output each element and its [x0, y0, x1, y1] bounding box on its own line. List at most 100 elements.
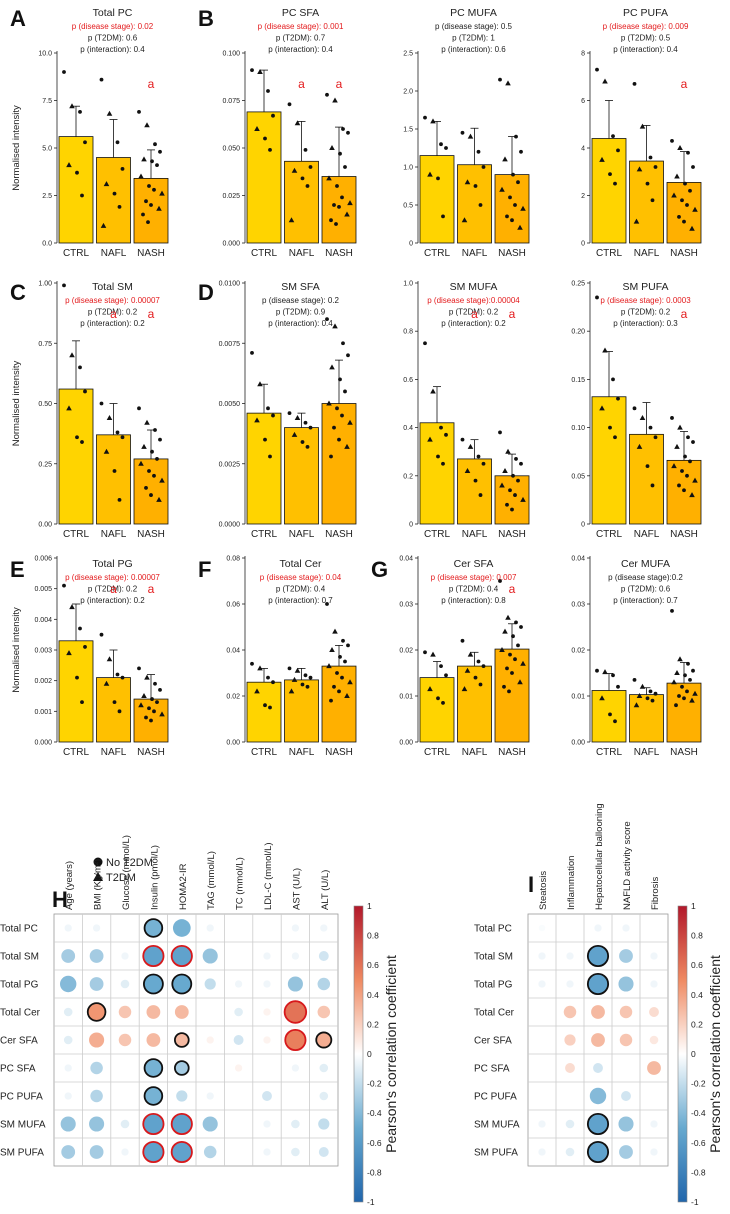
y-tick-label: 0.000 [34, 740, 52, 747]
data-point [648, 689, 653, 694]
colorbar-tick-label: 0.8 [691, 931, 703, 941]
data-point [287, 411, 292, 416]
data-point [514, 620, 518, 625]
chart-title: Cer SFA [454, 558, 494, 570]
data-point [516, 478, 520, 483]
colorbar-tick-label: 0.2 [691, 1019, 703, 1029]
data-point-t2dm [106, 656, 113, 662]
data-point [513, 493, 517, 497]
data-point [268, 705, 272, 710]
correlation-cell [90, 1061, 103, 1075]
data-point [346, 130, 350, 135]
p-value-label: p (interaction): 0.2 [80, 319, 145, 328]
correlation-cell [204, 978, 216, 990]
data-point [80, 193, 84, 198]
data-point [478, 493, 483, 497]
data-point-t2dm [464, 467, 471, 473]
data-point [158, 437, 162, 442]
y-tick-label: 1.00 [38, 281, 52, 288]
data-point [149, 203, 153, 207]
data-point [115, 672, 120, 677]
data-point-t2dm [671, 463, 677, 469]
row-label: Total PG [474, 980, 513, 991]
colorbar-tick-label: 0.6 [367, 960, 379, 970]
t2dm-legend: No T2DM T2DM [93, 857, 153, 884]
correlation-cell [287, 976, 303, 992]
correlation-cell [591, 1033, 605, 1047]
data-point-t2dm [677, 145, 683, 150]
y-axis-label: Normalised intensity [11, 360, 22, 446]
x-tick-label: NAFL [462, 529, 488, 540]
correlation-cell [647, 1061, 661, 1075]
data-point [62, 283, 66, 288]
bar-ctrl [419, 677, 455, 743]
data-point [271, 680, 275, 685]
data-point-t2dm [66, 405, 72, 411]
y-tick-label: 0.06 [226, 602, 240, 609]
data-point [507, 689, 511, 694]
bar-ctrl [246, 111, 282, 244]
bar-nash [666, 682, 702, 743]
correlation-cell [651, 1093, 657, 1099]
y-tick-label: 4 [581, 146, 585, 153]
y-tick-label: 0.001 [34, 709, 52, 716]
p-value-label: p (interaction): 0.4 [80, 45, 145, 54]
y-tick-label: 0.0 [42, 241, 52, 248]
chart-title: SM PUFA [622, 281, 668, 293]
p-value-label: p (interaction): 0.2 [80, 596, 145, 605]
chart-e: E Total PG p (disease stage): 0.00007 p (T2… [10, 556, 169, 758]
correlation-cell [64, 924, 72, 932]
data-point [300, 176, 305, 181]
data-point [608, 172, 612, 177]
correlation-cell [142, 973, 164, 995]
x-tick-label: CTRL [63, 248, 90, 259]
p-value-label: p (disease stage): 0.04 [260, 573, 342, 582]
x-tick-label: NASH [670, 529, 698, 540]
x-tick-label: CTRL [596, 529, 623, 540]
y-tick-label: 0.25 [571, 281, 585, 288]
data-point [137, 110, 141, 114]
data-point [682, 696, 686, 701]
data-point [616, 396, 620, 401]
row-label: Total PC [0, 924, 38, 935]
x-tick-label: NASH [670, 747, 698, 758]
data-point [611, 673, 615, 678]
correlation-cell [586, 1112, 610, 1136]
significance-mark: a [509, 582, 516, 596]
correlation-cell [235, 953, 242, 959]
p-value-label: p (T2DM): 0.2 [88, 308, 138, 317]
data-point [332, 425, 336, 430]
correlation-cell [315, 1031, 333, 1049]
data-point [341, 638, 345, 643]
data-point [120, 435, 125, 440]
data-point [343, 389, 347, 394]
column-label: Glucose (mmol/L) [121, 835, 132, 910]
data-point-t2dm [639, 414, 646, 420]
data-point [691, 440, 695, 444]
panel-letter: F [198, 557, 211, 582]
correlation-cell [538, 1120, 546, 1128]
correlation-cell [318, 951, 329, 961]
correlation-cell [171, 973, 193, 995]
data-point-t2dm [520, 496, 526, 502]
correlation-cell [61, 949, 76, 963]
colorbar-tick-label: -0.6 [367, 1138, 382, 1148]
y-tick-label: 0.02 [399, 648, 413, 655]
bar-ctrl [246, 681, 282, 743]
row-label: Total Cer [0, 1008, 41, 1019]
data-point-t2dm [347, 200, 353, 206]
p-value-label: p (T2DM): 0.4 [449, 585, 499, 594]
colorbar-tick-label: -0.2 [367, 1079, 382, 1089]
data-point [144, 199, 148, 204]
y-tick-label: 0.0025 [219, 461, 241, 468]
data-point-t2dm [467, 651, 474, 657]
data-point [508, 652, 512, 657]
chart-title: Total PG [92, 558, 132, 570]
y-tick-label: 0.004 [34, 617, 52, 624]
data-point [335, 184, 339, 188]
panel-letter: B [198, 6, 214, 31]
chart-title: Total PC [93, 7, 133, 19]
column-label: TAG (mmol/L) [206, 851, 217, 910]
correlation-cell [264, 1065, 270, 1071]
correlation-cell [206, 1092, 214, 1100]
